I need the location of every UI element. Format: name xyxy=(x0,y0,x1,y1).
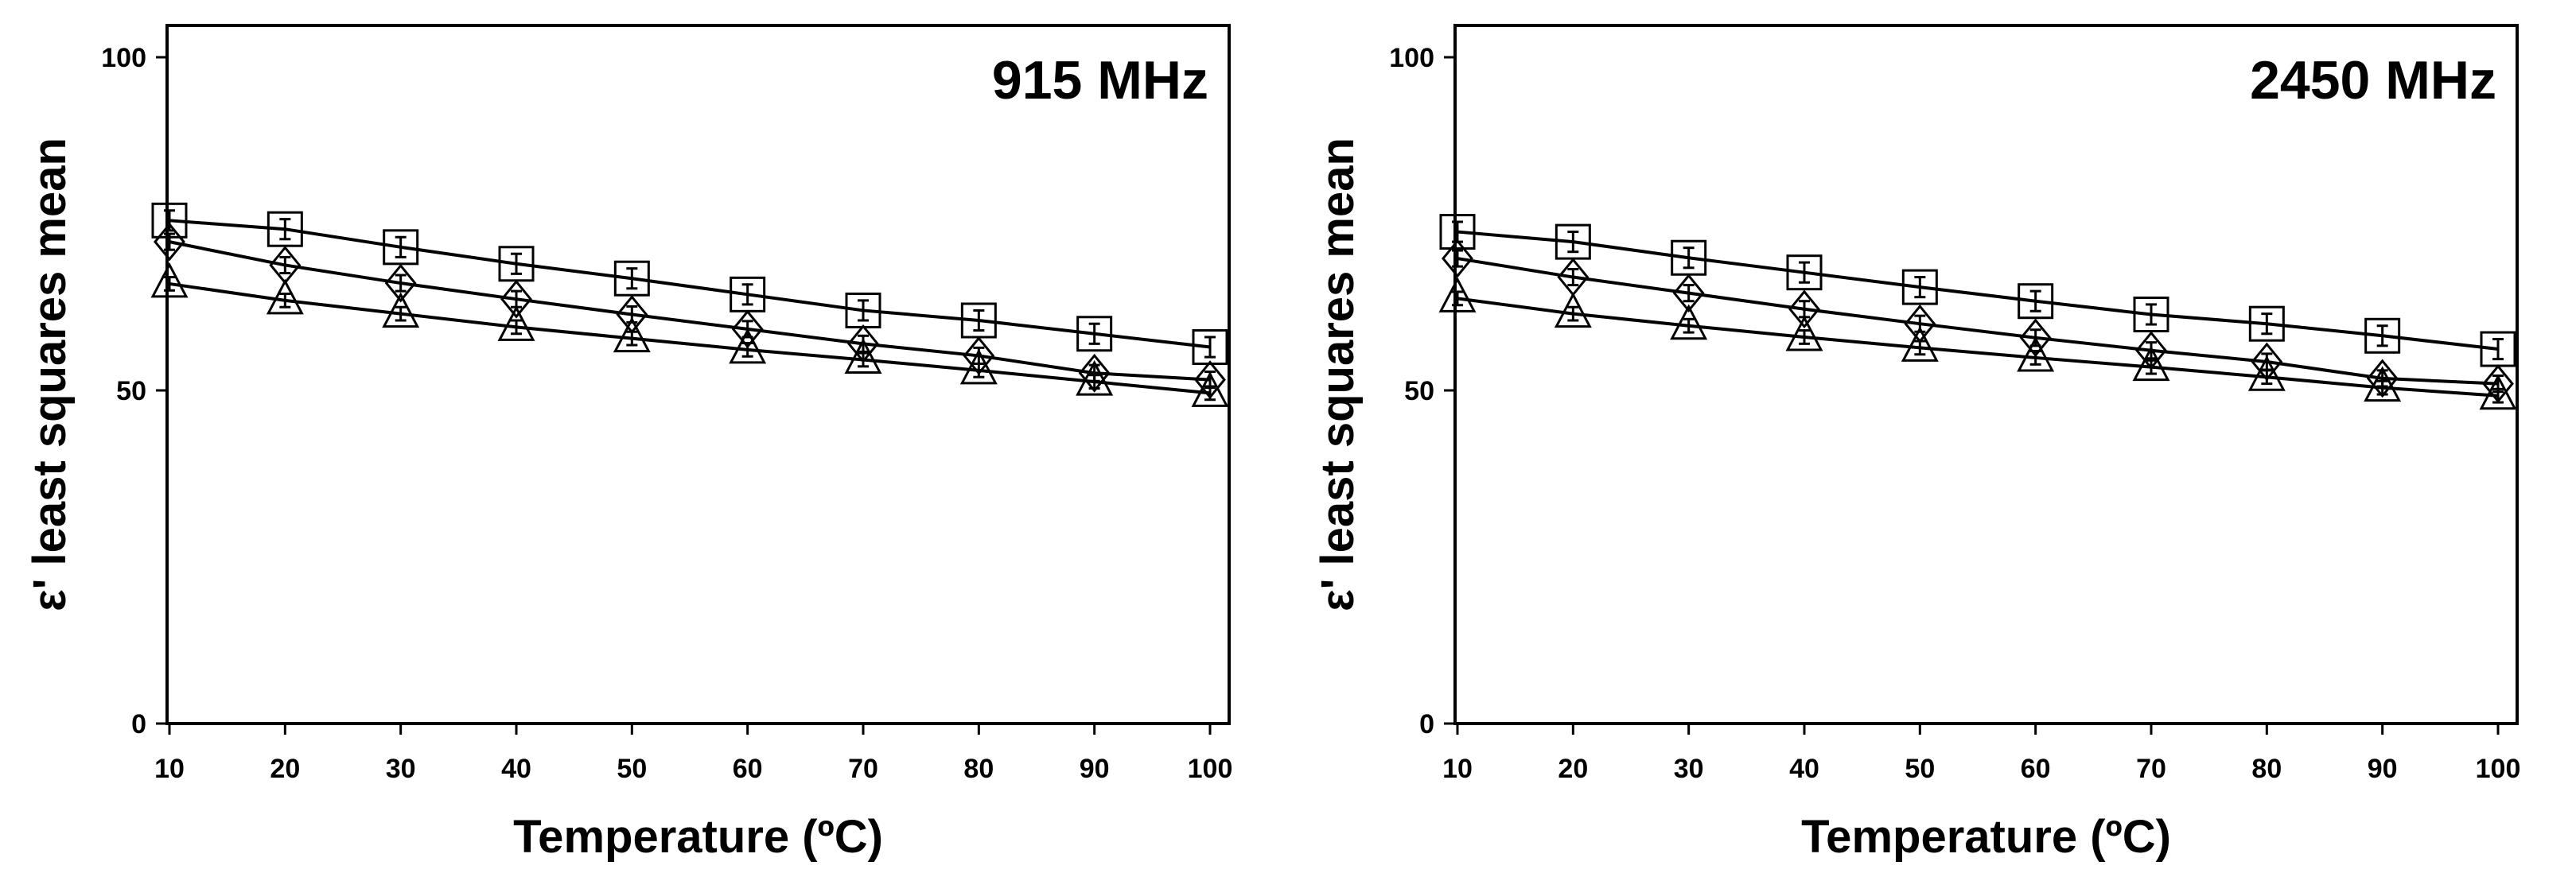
chart-0-series-2-triangle-marker xyxy=(613,316,651,353)
chart-1-series-0-square-marker xyxy=(1901,269,1938,305)
chart-0-chart-title: 915 MHz xyxy=(992,50,1208,111)
chart-1-series-2-triangle-marker xyxy=(1901,326,1939,362)
chart-1-x-tick-label: 80 xyxy=(2251,754,2282,784)
chart-0-series-0-square-marker xyxy=(1076,316,1113,352)
chart-0-series-1-diamond-marker xyxy=(1078,353,1111,393)
chart-1-series-2-triangle-marker xyxy=(2132,345,2170,382)
chart-1-series-0-square-marker xyxy=(2018,283,2054,320)
chart-0-series-2-triangle-marker xyxy=(382,292,420,328)
chart-0-x-axis-label: Temperature (ºC) xyxy=(513,811,883,863)
chart-0-x-tick-label: 30 xyxy=(386,754,416,784)
chart-0-y-tick-label: 0 xyxy=(131,709,146,739)
chart-0-x-tick-label: 90 xyxy=(1080,754,1110,784)
chart-1-series-2-triangle-marker xyxy=(1670,304,1708,340)
chart-1-series-2-triangle-marker xyxy=(2479,374,2517,410)
chart-1-plot-frame xyxy=(1453,24,2519,725)
chart-0-x-tick-label: 80 xyxy=(963,754,994,784)
chart-1-series-2-line xyxy=(1457,297,2499,398)
chart-0-series-2-triangle-marker xyxy=(150,262,189,298)
chart-1-series-1-diamond-marker xyxy=(1788,289,1820,329)
chart-0-series-2-triangle-marker xyxy=(844,338,882,374)
chart-1-x-tick-label: 20 xyxy=(1558,754,1588,784)
chart-1-x-tick-label: 50 xyxy=(1905,754,1935,784)
chart-2450-mhz: 10 20 30 40 50 60 70 80 90 100 0 50 100 Temperature (… xyxy=(1312,24,2521,863)
chart-1-series-0-square-marker xyxy=(2248,305,2285,342)
chart-1-series-2-triangle-marker xyxy=(2364,366,2402,402)
chart-1-chart-title: 2450 MHz xyxy=(2250,50,2496,111)
chart-1-x-tick-label: 40 xyxy=(1789,754,1819,784)
chart-1-series-2-triangle-marker xyxy=(1785,315,1823,351)
chart-1-y-tick-label: 50 xyxy=(1404,376,1434,406)
chart-1-series-2-triangle-marker xyxy=(1554,292,1592,328)
chart-1-x-tick-label: 60 xyxy=(2021,754,2051,784)
chart-1-y-tick-label: 0 xyxy=(1419,709,1434,739)
chart-panel-2450: 10 20 30 40 50 60 70 80 90 100 0 50 100 Temperature (… xyxy=(1288,0,2576,873)
chart-0-x-tick-label: 60 xyxy=(733,754,763,784)
chart-1-series-2-triangle-marker xyxy=(2247,355,2286,391)
chart-0-plot-frame xyxy=(165,24,1231,725)
chart-1-series-1-diamond-marker xyxy=(1672,274,1705,313)
chart-0-x-tick-label: 100 xyxy=(1188,754,1233,784)
chart-0-y-axis-label: ε' least squares mean xyxy=(24,138,76,611)
chart-0-series-2-triangle-marker xyxy=(1076,359,1114,396)
chart-1-series-1-line xyxy=(1457,257,2499,386)
chart-0-series-1-diamond-marker xyxy=(500,279,532,319)
chart-1-series-0-square-marker xyxy=(2364,317,2401,354)
chart-0-series-1-diamond-marker xyxy=(154,222,185,262)
chart-0-series-1-line xyxy=(169,240,1211,382)
chart-1-series-0-square-marker xyxy=(1786,254,1823,291)
chart-1-series-1-diamond-marker xyxy=(1442,239,1473,278)
chart-1-x-tick-label: 70 xyxy=(2136,754,2166,784)
chart-panel-915: 10 20 30 40 50 60 70 80 90 100 0 50 100 Temperature (… xyxy=(0,0,1288,873)
chart-1-series-2-triangle-marker xyxy=(2017,336,2055,372)
chart-1-series-0-square-marker xyxy=(1439,214,1476,250)
chart-0-series-0-line xyxy=(169,219,1211,349)
chart-0-x-tick-label: 40 xyxy=(501,754,531,784)
chart-0-series-2-triangle-marker xyxy=(266,278,304,315)
chart-915-mhz: 10 20 30 40 50 60 70 80 90 100 0 50 100 Temperature (… xyxy=(24,24,1233,863)
chart-1-series-2-triangle-marker xyxy=(1438,277,1477,312)
chart-0-series-2-triangle-marker xyxy=(1191,371,1229,407)
chart-1-y-tick-label: 100 xyxy=(1389,43,1434,73)
chart-1-x-tick-label: 90 xyxy=(2368,754,2398,784)
chart-1-x-tick-label: 30 xyxy=(1674,754,1704,784)
chart-0-x-tick-label: 20 xyxy=(270,754,300,784)
chart-0-series-2-line xyxy=(169,281,1211,395)
chart-0-series-2-triangle-marker xyxy=(729,328,767,364)
chart-1-x-tick-label: 10 xyxy=(1442,754,1473,784)
chart-0-y-tick-label: 100 xyxy=(101,43,146,73)
chart-0-series-1-diamond-marker xyxy=(384,263,417,303)
chart-1-series-0-line xyxy=(1457,230,2499,351)
chart-0-x-tick-label: 50 xyxy=(617,754,647,784)
chart-0-x-tick-label: 10 xyxy=(154,754,185,784)
chart-1-x-tick-label: 100 xyxy=(2476,754,2521,784)
chart-0-y-tick-label: 50 xyxy=(116,376,146,406)
chart-0-x-tick-label: 70 xyxy=(848,754,878,784)
chart-1-series-1-diamond-marker xyxy=(2366,359,2399,398)
chart-0-series-2-triangle-marker xyxy=(497,305,535,341)
chart-0-series-2-triangle-marker xyxy=(959,348,998,385)
chart-1-x-axis-label: Temperature (ºC) xyxy=(1801,811,2171,863)
chart-1-y-axis-label: ε' least squares mean xyxy=(1312,138,1364,611)
